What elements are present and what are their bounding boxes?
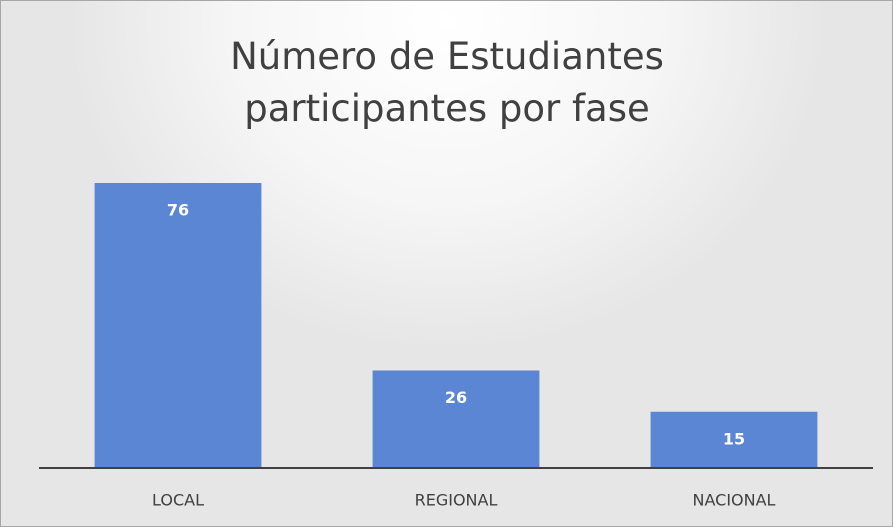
bar — [94, 183, 262, 468]
chart-title: Número de Estudiantes participantes por … — [230, 35, 664, 130]
x-tick-label: NACIONAL — [693, 491, 776, 510]
data-label: 15 — [723, 429, 745, 448]
data-label: 26 — [445, 388, 467, 407]
x-tick-label: LOCAL — [152, 491, 204, 510]
bar — [650, 411, 818, 468]
x-tick-label: REGIONAL — [415, 491, 498, 510]
bar — [372, 370, 540, 468]
data-label: 76 — [167, 201, 189, 220]
